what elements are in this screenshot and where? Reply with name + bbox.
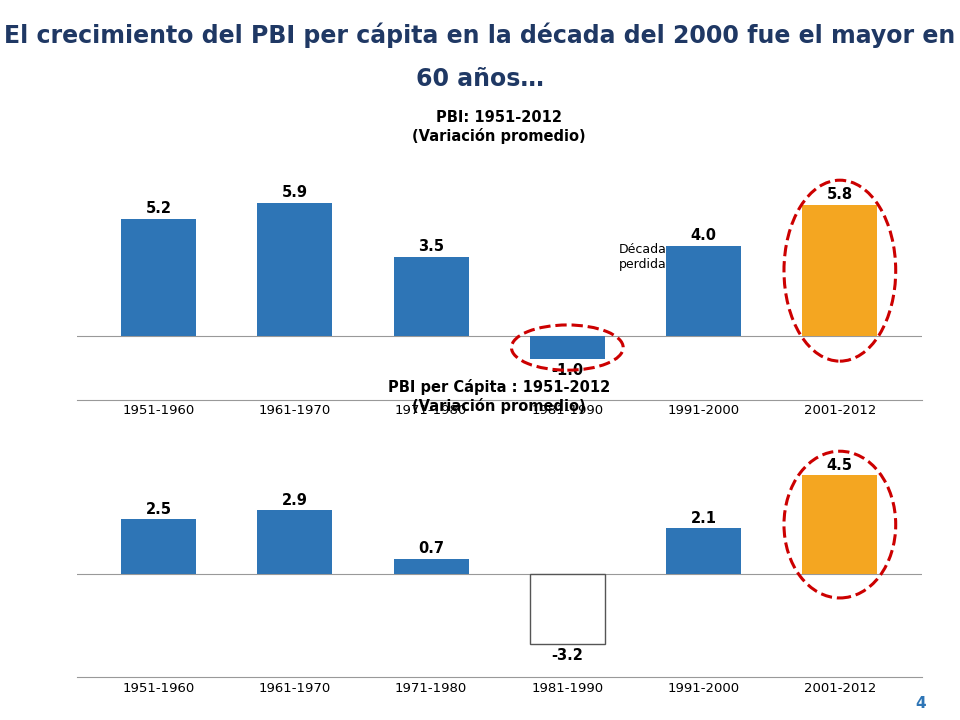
- Text: 5.2: 5.2: [146, 201, 172, 216]
- Text: 4: 4: [916, 696, 926, 711]
- Text: 5.9: 5.9: [282, 185, 308, 200]
- Text: -3.2: -3.2: [551, 648, 584, 663]
- Text: 3.5: 3.5: [418, 239, 444, 254]
- Bar: [530, 336, 605, 359]
- Text: Década
perdida: Década perdida: [618, 243, 666, 271]
- Text: 2.1: 2.1: [690, 510, 716, 526]
- Text: PBI per Cápita : 1951-2012
(Variación promedio): PBI per Cápita : 1951-2012 (Variación pr…: [388, 379, 611, 414]
- Text: 2.5: 2.5: [146, 502, 172, 517]
- Bar: [803, 205, 877, 336]
- Bar: [803, 475, 877, 574]
- Bar: [121, 219, 196, 336]
- Bar: [121, 519, 196, 574]
- Text: 2.9: 2.9: [282, 493, 308, 508]
- Bar: [666, 528, 741, 574]
- Text: -1.0: -1.0: [551, 363, 584, 378]
- Text: 5.8: 5.8: [827, 187, 852, 202]
- Text: 4.0: 4.0: [690, 228, 716, 243]
- Bar: [394, 257, 468, 336]
- Bar: [666, 246, 741, 336]
- Text: 4.5: 4.5: [827, 458, 852, 473]
- Bar: [257, 203, 332, 336]
- Bar: [530, 574, 605, 644]
- Text: 0.7: 0.7: [418, 541, 444, 557]
- Bar: [257, 510, 332, 574]
- Text: PBI: 1951-2012
(Variación promedio): PBI: 1951-2012 (Variación promedio): [413, 110, 586, 144]
- Text: El crecimiento del PBI per cápita en la década del 2000 fue el mayor en: El crecimiento del PBI per cápita en la …: [5, 22, 955, 48]
- Bar: [394, 559, 468, 574]
- Text: 60 años…: 60 años…: [416, 67, 544, 91]
